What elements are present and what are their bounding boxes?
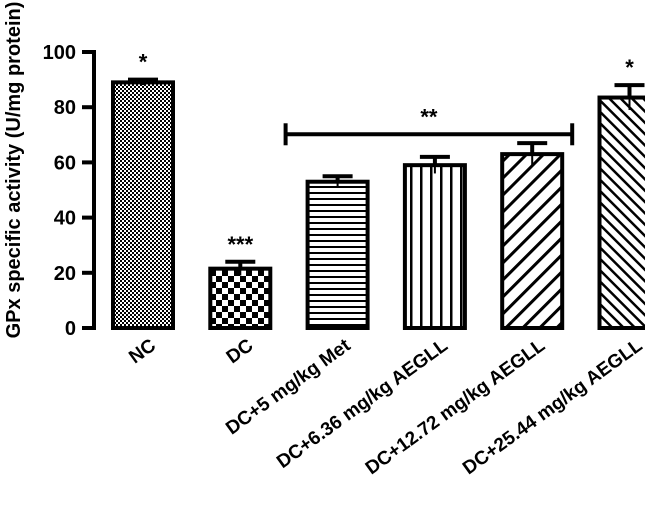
y-axis: 0 20 40 60 80 100 bbox=[43, 42, 96, 340]
significance-label-0: * bbox=[139, 50, 148, 75]
y-tick-label-20: 20 bbox=[54, 263, 76, 285]
bracket-label: ** bbox=[420, 104, 438, 129]
y-tick-label-0: 0 bbox=[65, 318, 76, 340]
x-tick-label-3: DC+6.36 mg/kg AEGLL bbox=[273, 335, 452, 473]
y-tick-label-100: 100 bbox=[43, 42, 76, 64]
x-tick-label-0: NC bbox=[125, 335, 160, 368]
bar-3 bbox=[402, 163, 467, 330]
significance-annotations: ******* bbox=[139, 50, 635, 257]
bar-0 bbox=[111, 80, 175, 330]
significance-label-5: * bbox=[625, 55, 634, 80]
bar-2 bbox=[305, 179, 370, 330]
bar-4 bbox=[500, 152, 565, 330]
x-tick-label-4: DC+12.72 mg/kg AEGLL bbox=[362, 335, 550, 479]
bar-1 bbox=[208, 266, 273, 331]
error-bars bbox=[128, 77, 645, 276]
y-tick-label-60: 60 bbox=[54, 152, 76, 174]
x-tick-label-1: DC bbox=[223, 335, 258, 368]
y-tick-label-80: 80 bbox=[54, 97, 76, 119]
significance-label-1: *** bbox=[227, 232, 253, 257]
bars bbox=[111, 80, 645, 331]
bar-5 bbox=[597, 95, 645, 331]
y-axis-label: GPx specific activity (U/mg protein) bbox=[3, 2, 25, 339]
y-tick-label-40: 40 bbox=[54, 208, 76, 230]
x-tick-label-5: DC+25.44 mg/kg AEGLL bbox=[459, 335, 645, 479]
